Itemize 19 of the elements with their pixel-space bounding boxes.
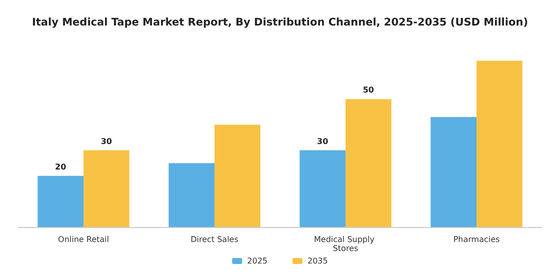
data-label: 30 xyxy=(317,136,329,146)
bar xyxy=(38,176,84,227)
x-tick-label: Direct Sales xyxy=(190,235,238,244)
legend-label: 2035 xyxy=(308,256,328,266)
x-tick-label: Pharmacies xyxy=(453,235,500,244)
bar xyxy=(430,117,476,227)
bar xyxy=(168,163,214,227)
data-label: 20 xyxy=(55,162,67,172)
chart-title: Italy Medical Tape Market Report, By Distribution Channel, 2025-2035 (USD Million) xyxy=(32,16,528,28)
bar xyxy=(346,99,392,227)
data-label: 50 xyxy=(362,86,374,95)
bar xyxy=(476,60,522,227)
bar xyxy=(214,124,260,227)
data-label: 30 xyxy=(100,136,112,146)
bar xyxy=(84,150,130,227)
x-tick-label: Online Retail xyxy=(58,235,109,244)
legend-label: 2025 xyxy=(247,256,268,266)
bar xyxy=(300,150,346,227)
x-tick-label: Medical Supply Stores xyxy=(314,235,377,253)
